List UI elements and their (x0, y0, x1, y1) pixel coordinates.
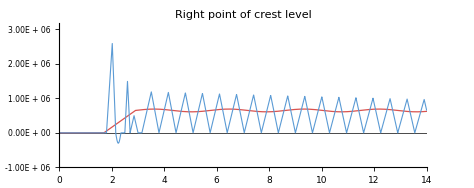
Line: S_max: without joints: S_max: without joints (59, 43, 427, 143)
S_max-with joints (331, 110, 337, 113)
S_max: without joints: (11.9, 9.21e+05): without joints: (11.9, 9.21e+05) (369, 100, 375, 102)
S_max-with joints (330, 110, 336, 113)
Line: S_max-with joints: S_max-with joints (59, 109, 427, 133)
S_max-with joints (309, 108, 314, 111)
S_max: without joints: (6.96, 3.56e+05): without joints: (6.96, 3.56e+05) (239, 119, 245, 122)
S_max-with joints (369, 108, 375, 110)
Title: Right point of crest level: Right point of crest level (174, 10, 311, 20)
S_max-with joints (239, 109, 245, 111)
S_max: without joints: (10.5, 4.55e+05): without joints: (10.5, 4.55e+05) (331, 116, 337, 118)
S_max-with joints (83, 132, 89, 134)
S_max: without joints: (0, 0): without joints: (0, 0) (56, 132, 62, 134)
S_max: without joints: (2.25, -3e+05): without joints: (2.25, -3e+05) (116, 142, 121, 144)
S_max-with joints (226, 108, 232, 110)
S_max-with joints (424, 110, 429, 112)
S_max-with joints (56, 132, 62, 134)
S_max: without joints: (2.02, 2.59e+06): without joints: (2.02, 2.59e+06) (109, 42, 115, 45)
S_max: without joints: (10.4, 4.26e+05): without joints: (10.4, 4.26e+05) (330, 117, 336, 119)
S_max: without joints: (9.62, 1.11e+05): without joints: (9.62, 1.11e+05) (309, 128, 314, 130)
S_max: without joints: (14, 6.61e+05): without joints: (14, 6.61e+05) (424, 109, 429, 111)
S_max: without joints: (1.02, 0): without joints: (1.02, 0) (83, 132, 89, 134)
